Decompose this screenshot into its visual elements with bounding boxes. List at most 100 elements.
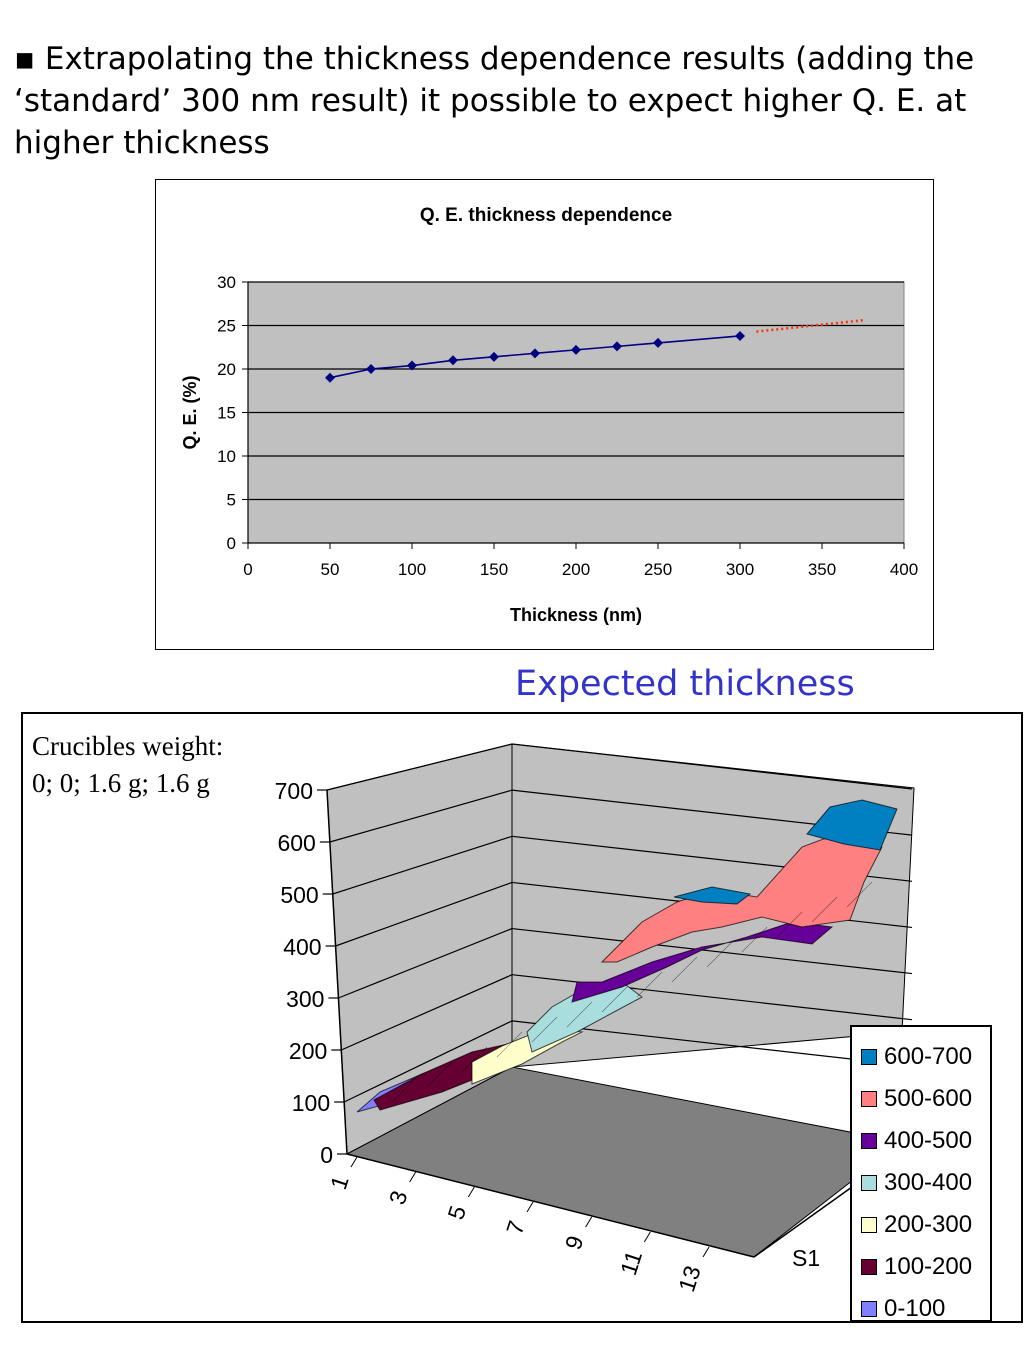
surface-mesh-line <box>776 911 803 938</box>
surface-band <box>571 921 834 1003</box>
data-point-marker <box>530 348 540 359</box>
z-tick-label: 600 <box>277 830 315 856</box>
data-point-marker <box>366 364 376 374</box>
x-tick-label: 0 <box>243 560 252 579</box>
x-tick-label: 200 <box>562 560 590 579</box>
surface-mesh-line <box>636 971 663 998</box>
y-tick-label: 0 <box>227 534 236 553</box>
surface-mesh-line <box>706 941 733 968</box>
surface-mesh-line <box>426 1061 453 1088</box>
z-tick-label: 500 <box>280 882 318 908</box>
expected-thickness-caption: Expected thickness <box>515 664 855 704</box>
surface-mesh-line <box>531 1016 558 1043</box>
legend-swatch <box>861 1217 877 1233</box>
z-tick-label: 300 <box>286 986 324 1012</box>
z-gridline-left <box>343 1020 513 1103</box>
legend-swatch <box>861 1049 877 1065</box>
surface-band <box>673 886 752 905</box>
data-point-marker <box>612 341 622 352</box>
y-tick-label: 30 <box>217 273 236 292</box>
data-point-marker <box>489 351 499 362</box>
crucibles-note: Crucibles weight: 0; 0; 1.6 g; 1.6 g <box>32 728 223 802</box>
x-tick-label: 7 <box>501 1218 530 1238</box>
x-tick-label: 1 <box>325 1173 354 1193</box>
legend-item: 500-600 <box>852 1078 990 1120</box>
z-gridline-back <box>511 927 913 975</box>
y-tick-label: 15 <box>217 404 236 423</box>
series-line <box>329 335 741 379</box>
data-point-marker <box>407 360 417 371</box>
z-tick-label: 200 <box>289 1038 327 1064</box>
x-tick-mark <box>702 1246 710 1258</box>
surface-legend: 600-700 500-600 400-500 300-400 200-300 100-2… <box>850 1025 992 1322</box>
crucibles-line-1: Crucibles weight: <box>32 731 224 761</box>
data-point-marker <box>735 330 745 341</box>
x-tick-label: 300 <box>726 560 754 579</box>
bullet-icon: ▪ <box>14 41 36 77</box>
z-axis-line <box>326 789 348 1155</box>
x-tick-label: 9 <box>560 1233 589 1253</box>
legend-label: 200-300 <box>884 1211 973 1238</box>
legend-label: 300-400 <box>884 1169 973 1196</box>
x-tick-mark <box>526 1201 534 1213</box>
legend-label: 500-600 <box>884 1085 973 1112</box>
x-tick-mark <box>585 1216 593 1228</box>
surface-mesh-line <box>846 881 873 908</box>
x-tick-label: 150 <box>480 560 508 579</box>
z-gridline-left <box>335 881 513 947</box>
qe-chart: 0 5 10 15 20 25 30 0 50 100 150 200 250 300 350 400 Q. E… <box>155 179 934 650</box>
x-tick-mark <box>350 1156 358 1168</box>
x-axis-title: Thickness (nm) <box>510 605 642 625</box>
x-tick-label: 50 <box>321 560 340 579</box>
crucibles-line-2: 0; 0; 1.6 g; 1.6 g <box>32 768 210 798</box>
x-tick-label: 5 <box>442 1203 471 1223</box>
y-axis-title: Q. E. (%) <box>180 375 200 449</box>
z-tick-label: 100 <box>292 1090 330 1116</box>
x-tick-label: 11 <box>615 1248 647 1279</box>
y-tick-label: 10 <box>217 447 236 466</box>
z-tick-label: 400 <box>283 934 321 960</box>
x-tick-label: 400 <box>890 560 918 579</box>
data-point-marker <box>653 337 663 348</box>
z-gridline-back <box>511 743 913 790</box>
legend-item: 400-500 <box>852 1120 990 1162</box>
surface-mesh-line <box>671 956 698 983</box>
z-gridline-left <box>329 789 513 843</box>
z-tick-label: 0 <box>320 1142 333 1168</box>
surface-mesh-line <box>391 1076 418 1103</box>
intro-sentence: Extrapolating the thickness dependence r… <box>14 41 975 161</box>
y-tick-label: 5 <box>227 491 236 510</box>
data-point-marker <box>325 372 335 383</box>
z-gridline-left <box>332 835 513 895</box>
legend-label: 0-100 <box>884 1295 946 1322</box>
surface-mesh-line <box>496 1031 523 1058</box>
x-tick-label: 13 <box>673 1263 706 1295</box>
x-tick-mark <box>643 1231 651 1243</box>
legend-item: 100-200 <box>852 1246 990 1288</box>
legend-label: 400-500 <box>884 1127 973 1154</box>
legend-swatch <box>861 1301 877 1317</box>
legend-swatch <box>861 1259 877 1275</box>
x-tick-mark <box>409 1171 417 1183</box>
y-tick-label: 20 <box>217 360 236 379</box>
depth-axis-line <box>753 1186 853 1258</box>
legend-label: 600-700 <box>884 1043 973 1070</box>
surface-mesh-line <box>461 1046 488 1073</box>
legend-swatch <box>861 1133 877 1149</box>
z-gridline-left <box>338 928 513 999</box>
thickness-surface-chart: 0 100 200 300 400 500 600 700 1 3 5 7 9 11 13 S1 <box>21 712 1023 1323</box>
legend-swatch <box>861 1175 877 1191</box>
data-point-marker <box>571 344 581 355</box>
y-tick-label: 25 <box>217 317 236 336</box>
legend-item: 0-100 <box>852 1288 990 1330</box>
surface-mesh-line <box>741 926 768 953</box>
x-tick-label: 3 <box>384 1188 413 1208</box>
surface-mesh-line <box>601 986 628 1013</box>
x-tick-label: 100 <box>398 560 426 579</box>
data-point-marker <box>448 355 458 366</box>
x-tick-label: 250 <box>644 560 672 579</box>
z-gridline-left <box>326 743 513 791</box>
legend-swatch <box>861 1091 877 1107</box>
